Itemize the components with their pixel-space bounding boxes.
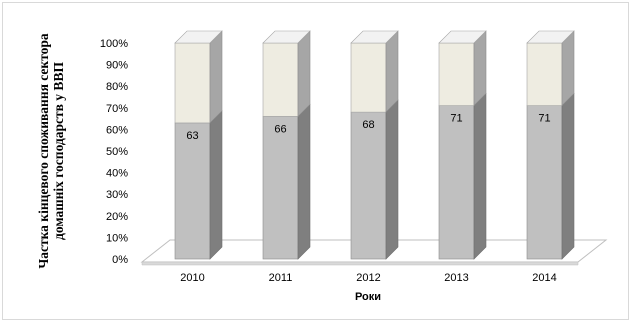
bar-segment-rest-side (561, 30, 575, 107)
y-tick-label: 40% (106, 168, 128, 180)
y-tick-label: 30% (106, 189, 128, 201)
bar-segment-value (174, 122, 211, 260)
bar-segment-value-side (297, 103, 311, 260)
bar-segment-rest (174, 42, 211, 124)
bar-2012: 68 (350, 30, 399, 260)
bar-segment-rest-side (473, 30, 487, 107)
y-tick-label: 80% (106, 81, 128, 93)
bar-2011: 66 (262, 30, 311, 260)
bar-top-face (526, 30, 575, 44)
x-tick-label: 2010 (180, 272, 204, 284)
bar-top-face (350, 30, 399, 44)
bars: 63 66 68 71 71 (174, 30, 575, 260)
y-tick-label: 50% (106, 146, 128, 158)
y-tick-label: 100% (100, 38, 128, 50)
y-tick-label: 20% (106, 211, 128, 223)
bar-segment-rest-side (297, 30, 311, 118)
bar-2010: 63 (174, 30, 223, 260)
bar-segment-rest-side (209, 30, 223, 124)
y-tick-label: 0% (112, 254, 128, 266)
x-tick-label: 2014 (532, 272, 556, 284)
bar-segment-value-side (473, 92, 487, 260)
bar-2013: 71 (438, 30, 487, 260)
data-label: 71 (538, 113, 550, 125)
bar-segment-value-side (385, 99, 399, 260)
bar-segment-rest-side (385, 30, 399, 113)
y-tick-label: 90% (106, 60, 128, 72)
bar-segment-value-side (561, 92, 575, 260)
bar-2014: 71 (526, 30, 575, 260)
chart-frame (2, 2, 629, 320)
y-tick-label: 70% (106, 103, 128, 115)
y-axis-ticks: 0% 10% 20% 30% 40% 50% 60% 70% 80% 90% 100% (100, 38, 128, 266)
x-tick-label: 2011 (269, 272, 293, 284)
bar-segment-value (438, 105, 475, 260)
floor-front (141, 261, 579, 266)
bar-segment-rest (438, 42, 475, 106)
x-tick-label: 2013 (444, 272, 468, 284)
bar-segment-rest (262, 42, 299, 117)
bar-segment-value (262, 116, 299, 260)
bar-top-face (174, 30, 223, 44)
bar-segment-value (526, 105, 563, 260)
x-axis-categories: 2010 2011 2012 2013 2014 (180, 272, 556, 284)
y-tick-label: 10% (106, 232, 128, 244)
data-label: 71 (450, 113, 462, 125)
y-tick-label: 60% (106, 124, 128, 136)
x-axis-title: Роки (355, 291, 381, 303)
data-label: 66 (274, 123, 286, 135)
bar-segment-value (350, 111, 387, 260)
data-label: 68 (362, 119, 374, 131)
x-tick-label: 2012 (356, 272, 380, 284)
bar-segment-rest (350, 42, 387, 113)
data-label: 63 (186, 130, 198, 142)
bar-top-face (262, 30, 311, 44)
bar-top-face (438, 30, 487, 44)
bar-segment-value-side (209, 110, 223, 260)
bar-segment-rest (526, 42, 563, 106)
